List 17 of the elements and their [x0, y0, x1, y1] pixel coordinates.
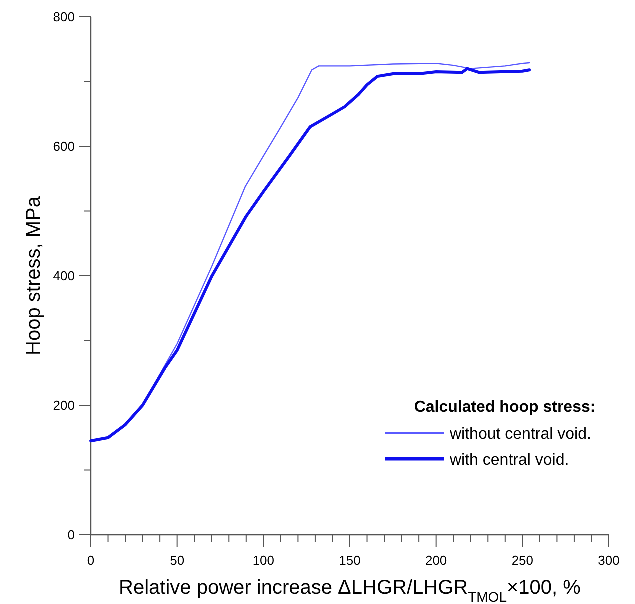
x-tick-label: 200 [425, 553, 448, 568]
x-tick-label: 50 [170, 553, 185, 568]
x-tick-label: 0 [87, 553, 95, 568]
y-tick-label: 400 [53, 268, 75, 284]
y-tick-label: 0 [68, 528, 75, 542]
y-tick-label: 600 [53, 139, 75, 154]
x-tick-label: 150 [339, 553, 361, 568]
legend-label: with central void. [449, 452, 570, 469]
y-tick-label: 800 [53, 10, 75, 24]
x-tick-label: 100 [252, 553, 275, 568]
legend-label: without central void. [449, 426, 592, 443]
x-axis-title: Relative power increase ΔLHGR/LHGR$_{TMOL}$×100, % [119, 577, 582, 604]
legend-title: Calculated hoop stress: [414, 399, 596, 416]
y-tick-label: 200 [53, 398, 75, 413]
x-tick-label: 300 [598, 553, 620, 568]
x-tick-label: 250 [512, 553, 534, 568]
y-axis-title: Hoop stress, MPa [23, 196, 45, 356]
